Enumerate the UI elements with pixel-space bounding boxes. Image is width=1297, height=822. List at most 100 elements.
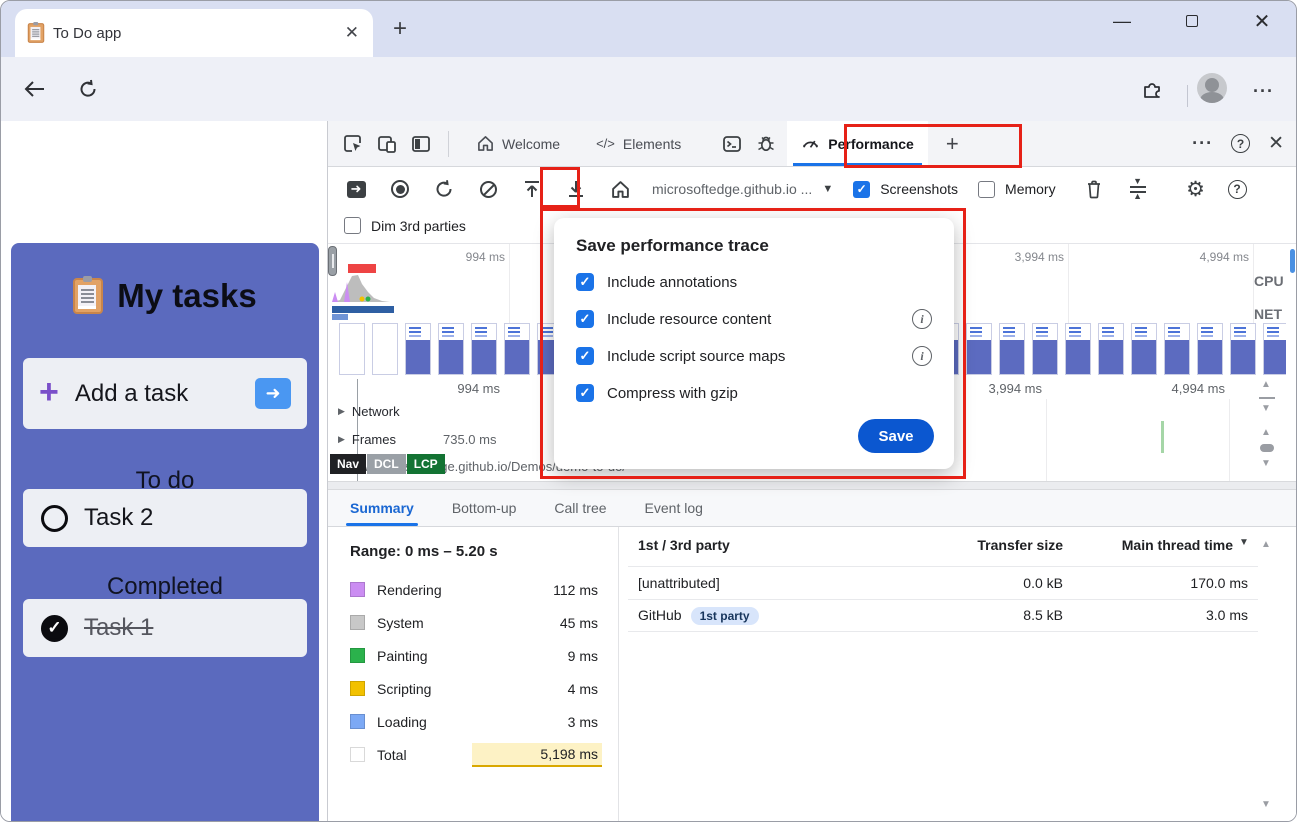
extensions-icon[interactable] bbox=[1139, 76, 1165, 102]
filmstrip-thumbnail[interactable] bbox=[339, 323, 365, 375]
column-header-time[interactable]: Main thread time bbox=[1121, 537, 1233, 553]
filmstrip-thumbnail[interactable] bbox=[405, 323, 431, 375]
scroll-down-icon[interactable]: ▼ bbox=[1261, 403, 1271, 414]
detail-tab-call-tree[interactable]: Call tree bbox=[554, 500, 607, 516]
filmstrip-scrollbar[interactable] bbox=[1290, 249, 1295, 273]
save-button[interactable]: Save bbox=[858, 419, 934, 453]
popup-option[interactable]: ✓ Include script source maps i bbox=[576, 345, 932, 367]
add-task-button[interactable]: + Add a task ➜ bbox=[23, 358, 307, 429]
back-icon[interactable] bbox=[21, 76, 47, 102]
upload-profile-icon[interactable] bbox=[520, 177, 544, 201]
scroll-up-icon[interactable]: ▲ bbox=[1261, 427, 1271, 438]
filmstrip-thumbnail[interactable] bbox=[1230, 323, 1256, 375]
tab-welcome[interactable]: Welcome bbox=[463, 121, 574, 166]
tab-close-icon[interactable]: ✕ bbox=[344, 23, 359, 42]
submit-task-button[interactable]: ➜ bbox=[255, 378, 291, 409]
filmstrip-thumbnail[interactable] bbox=[1032, 323, 1058, 375]
disclosure-triangle-icon[interactable]: ▶ bbox=[338, 434, 345, 444]
refresh-icon[interactable] bbox=[75, 76, 101, 102]
network-track-row[interactable]: ▶ Network bbox=[338, 404, 400, 419]
more-tabs-button[interactable]: + bbox=[945, 130, 959, 156]
trash-icon[interactable] bbox=[1082, 177, 1106, 201]
frames-track-row[interactable]: ▶ Frames bbox=[338, 432, 396, 447]
filmstrip-thumbnail[interactable] bbox=[1263, 323, 1286, 375]
clear-icon[interactable] bbox=[476, 177, 500, 201]
window-maximize-button[interactable] bbox=[1169, 1, 1215, 41]
profile-avatar[interactable] bbox=[1197, 73, 1227, 103]
download-profile-icon[interactable] bbox=[564, 177, 588, 201]
horizontal-splitter[interactable] bbox=[328, 481, 1296, 490]
party-row-name[interactable]: [unattributed] bbox=[638, 575, 720, 591]
playhead-line[interactable] bbox=[357, 379, 358, 481]
debugger-bug-icon[interactable] bbox=[753, 131, 779, 157]
history-url-selector[interactable]: microsoftedge.github.io ... ▼ bbox=[652, 181, 834, 197]
disclosure-triangle-icon[interactable]: ▶ bbox=[338, 406, 345, 416]
inspect-element-icon[interactable] bbox=[340, 131, 366, 157]
scroll-down-icon[interactable]: ▼ bbox=[1261, 458, 1271, 469]
record-icon[interactable] bbox=[388, 177, 412, 201]
checkbox-checked-icon[interactable]: ✓ bbox=[576, 273, 594, 291]
sort-descending-icon[interactable]: ▼ bbox=[1239, 537, 1249, 548]
filmstrip-thumbnail[interactable] bbox=[471, 323, 497, 375]
devtools-close-icon[interactable]: ✕ bbox=[1268, 133, 1284, 154]
screenshots-checkbox[interactable]: ✓ Screenshots bbox=[853, 180, 958, 198]
popup-option[interactable]: ✓ Include resource content i bbox=[576, 308, 932, 330]
detail-tab-event-log[interactable]: Event log bbox=[644, 500, 703, 516]
info-icon[interactable]: i bbox=[912, 346, 932, 366]
filmstrip-thumbnail[interactable] bbox=[1197, 323, 1223, 375]
home-icon[interactable] bbox=[608, 177, 632, 201]
overview-ruler-label: 994 ms bbox=[465, 250, 505, 264]
window-minimize-button[interactable]: — bbox=[1113, 10, 1131, 31]
detail-tab-summary[interactable]: Summary bbox=[346, 490, 418, 526]
browser-menu-icon[interactable]: ··· bbox=[1253, 81, 1274, 101]
filmstrip-thumbnail[interactable] bbox=[1131, 323, 1157, 375]
filmstrip-thumbnail[interactable] bbox=[1164, 323, 1190, 375]
dim-3rd-parties-checkbox[interactable]: Dim 3rd parties bbox=[344, 217, 466, 234]
browser-tab[interactable]: To Do app ✕ bbox=[15, 9, 373, 57]
checkbox-checked-icon[interactable]: ✓ bbox=[576, 347, 594, 365]
overview-drag-handle[interactable] bbox=[328, 246, 337, 276]
task-checkbox-checked[interactable]: ✓ bbox=[41, 614, 68, 642]
collect-garbage-icon[interactable]: ▼ ▲ bbox=[1126, 177, 1150, 201]
task-item[interactable]: ✓ Task 1 bbox=[23, 599, 307, 657]
popup-option[interactable]: ✓ Compress with gzip bbox=[576, 382, 932, 404]
detail-tab-bottom-up[interactable]: Bottom-up bbox=[451, 500, 517, 516]
devtools-help-icon[interactable]: ? bbox=[1231, 134, 1251, 153]
filmstrip-thumbnail[interactable] bbox=[1098, 323, 1124, 375]
console-icon[interactable] bbox=[719, 131, 745, 157]
info-icon[interactable]: i bbox=[912, 309, 932, 329]
filmstrip-thumbnail[interactable] bbox=[1065, 323, 1091, 375]
column-header-transfer[interactable]: Transfer size bbox=[977, 537, 1063, 553]
dock-side-icon[interactable] bbox=[408, 131, 434, 157]
record-and-reload-icon[interactable] bbox=[432, 177, 456, 201]
filmstrip-thumbnail[interactable] bbox=[999, 323, 1025, 375]
task-checkbox[interactable] bbox=[41, 504, 68, 532]
add-task-label: Add a task bbox=[74, 379, 189, 407]
checkbox-checked-icon[interactable]: ✓ bbox=[576, 384, 594, 402]
checkbox-checked-icon[interactable]: ✓ bbox=[576, 310, 594, 328]
live-metrics-icon[interactable]: ➜ bbox=[344, 177, 368, 201]
devtools-menu-icon[interactable]: ··· bbox=[1192, 133, 1214, 153]
window-close-button[interactable]: ✕ bbox=[1253, 10, 1271, 33]
pane-divider[interactable] bbox=[618, 527, 619, 821]
scroll-up-icon[interactable]: ▲ bbox=[1261, 539, 1271, 550]
new-tab-button[interactable]: + bbox=[393, 15, 408, 42]
help-icon[interactable]: ? bbox=[1227, 179, 1247, 199]
settings-gear-icon[interactable]: ⚙ bbox=[1186, 177, 1205, 201]
tab-elements[interactable]: </> Elements bbox=[596, 135, 682, 152]
device-emulation-icon[interactable] bbox=[374, 131, 400, 157]
scrollbar-thumb[interactable] bbox=[1260, 444, 1274, 452]
popup-option[interactable]: ✓ Include annotations bbox=[576, 271, 932, 293]
memory-checkbox[interactable]: Memory bbox=[978, 180, 1056, 198]
column-header-party[interactable]: 1st / 3rd party bbox=[638, 537, 730, 553]
scroll-down-icon[interactable]: ▼ bbox=[1261, 799, 1271, 810]
tab-performance[interactable]: Performance bbox=[787, 121, 928, 166]
filmstrip-thumbnail[interactable] bbox=[372, 323, 398, 375]
filmstrip-thumbnail[interactable] bbox=[966, 323, 992, 375]
party-row-name[interactable]: GitHub 1st party bbox=[638, 607, 759, 625]
filmstrip-thumbnail[interactable] bbox=[504, 323, 530, 375]
scroll-up-icon[interactable]: ▲ bbox=[1261, 379, 1271, 390]
checkbox-unchecked-icon bbox=[978, 180, 996, 198]
task-item[interactable]: Task 2 bbox=[23, 489, 307, 547]
filmstrip-thumbnail[interactable] bbox=[438, 323, 464, 375]
